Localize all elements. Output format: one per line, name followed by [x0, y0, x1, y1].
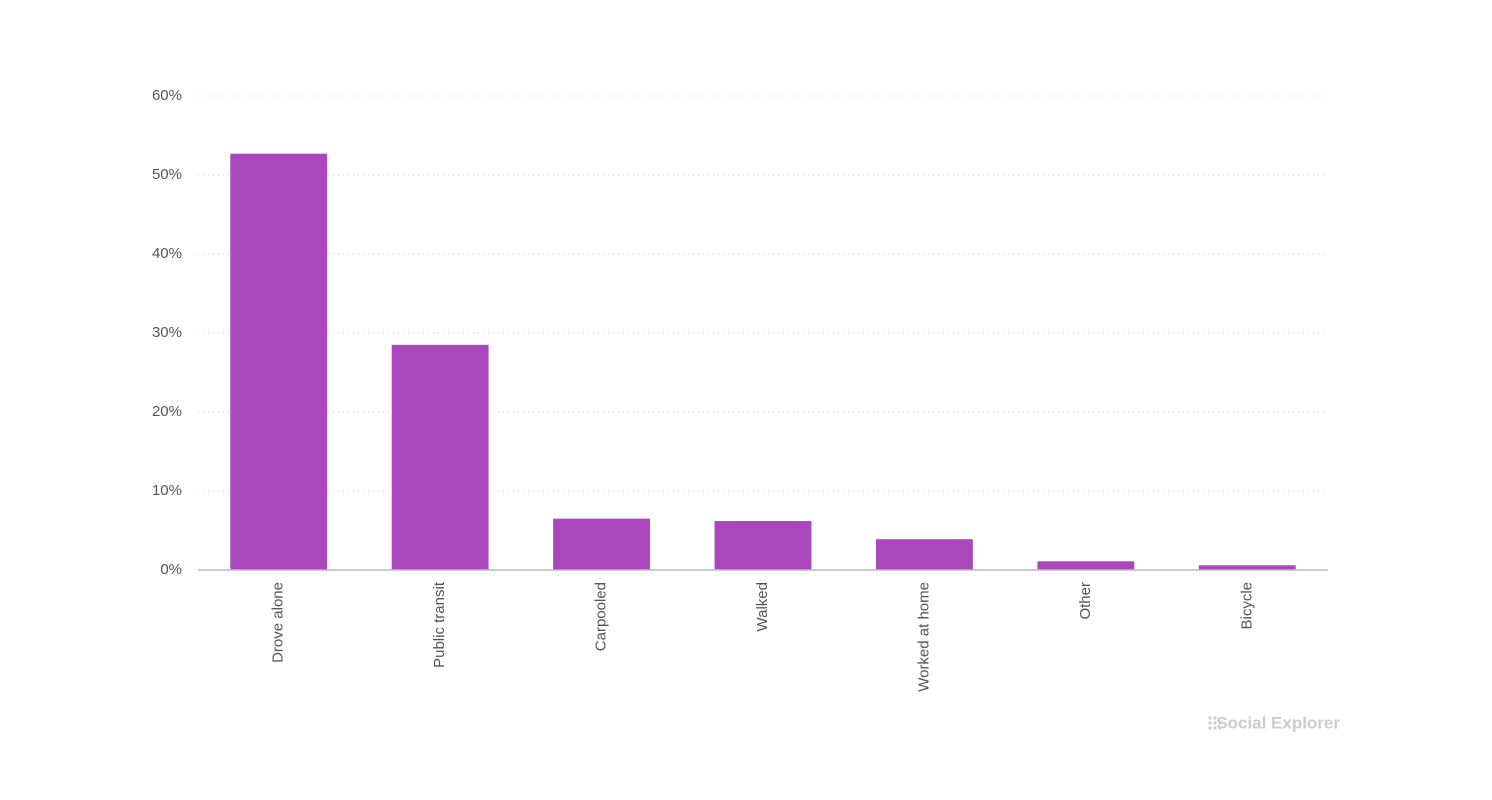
x-tick-label: Public transit — [431, 581, 448, 668]
y-tick-label: 0% — [160, 561, 182, 578]
bar — [391, 344, 489, 570]
watermark: Social Explorer — [1216, 713, 1340, 732]
y-tick-label: 40% — [152, 245, 182, 262]
y-tick-label: 20% — [152, 403, 182, 420]
x-tick-label: Drove alone — [270, 582, 287, 663]
y-tick-label: 50% — [152, 166, 182, 183]
bar — [714, 521, 812, 570]
y-tick-label: 60% — [152, 87, 182, 104]
x-tick-label: Bicycle — [1238, 582, 1255, 630]
bar — [876, 539, 973, 570]
bar — [1198, 565, 1296, 570]
x-tick-label: Carpooled — [593, 582, 610, 651]
watermark-icon — [1208, 716, 1222, 730]
bar — [553, 518, 650, 570]
x-tick-label: Other — [1077, 582, 1094, 620]
bar — [1037, 561, 1135, 570]
x-tick-label: Worked at home — [915, 582, 932, 692]
x-tick-label: Walked — [754, 582, 771, 631]
y-tick-label: 10% — [152, 482, 182, 499]
bar — [230, 153, 328, 571]
y-tick-label: 30% — [152, 324, 182, 341]
